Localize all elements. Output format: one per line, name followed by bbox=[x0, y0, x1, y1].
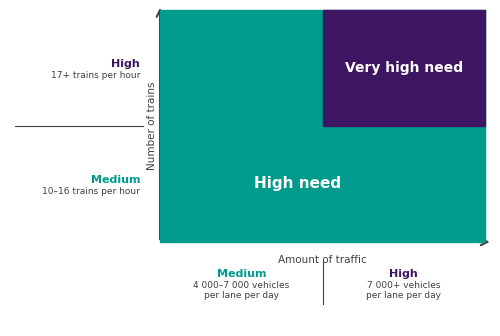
Text: High need: High need bbox=[254, 176, 341, 192]
Text: Very high need: Very high need bbox=[344, 61, 463, 75]
Text: High: High bbox=[390, 269, 418, 279]
Text: 4 000–7 000 vehicles
per lane per day: 4 000–7 000 vehicles per lane per day bbox=[193, 281, 290, 300]
Text: High: High bbox=[111, 59, 140, 69]
Text: Medium: Medium bbox=[90, 175, 140, 185]
Text: 17+ trains per hour: 17+ trains per hour bbox=[50, 71, 140, 80]
Text: 7 000+ vehicles
per lane per day: 7 000+ vehicles per lane per day bbox=[366, 281, 442, 300]
Text: 10–16 trains per hour: 10–16 trains per hour bbox=[42, 187, 140, 196]
Text: Medium: Medium bbox=[216, 269, 266, 279]
Text: Amount of traffic: Amount of traffic bbox=[278, 255, 367, 265]
Text: Number of trains: Number of trains bbox=[147, 82, 157, 170]
